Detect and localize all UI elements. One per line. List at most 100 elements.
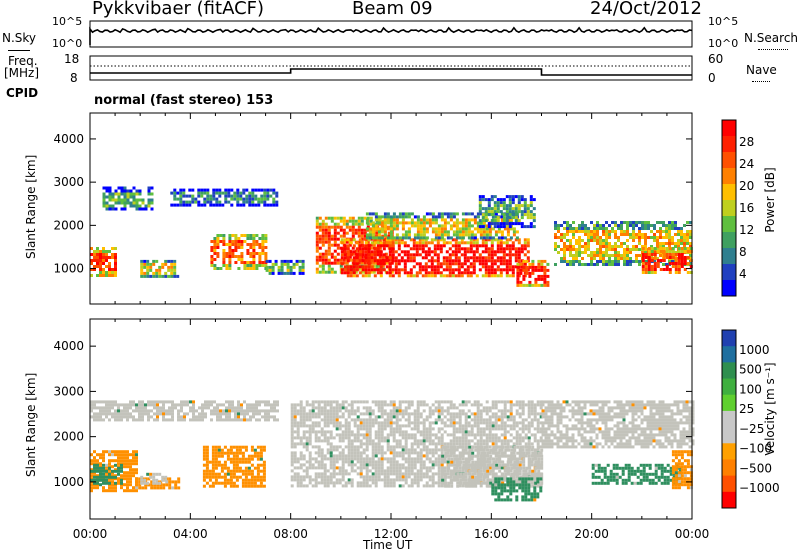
velocity-echo-band [591,463,682,485]
cpid-value: normal (fast stereo) 153 [94,93,274,108]
velocity-echo-band [202,445,266,488]
power-colorbar-tick: 24 [739,157,754,171]
nave-tick-top: 60 [708,52,724,66]
freq-tick-top: 18 [64,52,80,66]
colorbar-swatch [722,120,736,137]
power-heatmap [90,186,693,287]
nsky-label: N.Sky [2,31,37,45]
freq-label: Freq. [8,54,38,68]
velocity-echo-band [140,472,168,485]
velocity-colorbar-tick: −1000 [739,481,780,495]
velocity-colorbar-frame [721,329,737,509]
colorbar-swatch [722,200,736,217]
noise-panel-frame [89,20,693,48]
colorbar-swatch [722,330,736,347]
noise-tick-right-bottom: 10^0 [708,37,739,50]
x-tick-label: 08:00 [273,527,308,541]
y-tick-label: 4000 [53,339,84,353]
y-tick-label: 3000 [53,384,84,398]
colorbar-swatch [722,168,736,185]
nsky-legend-line [8,50,30,51]
power-echo-band [102,186,154,211]
beam-title: Beam 09 [352,0,433,19]
power-colorbar-tick: 12 [739,223,754,237]
colorbar-swatch [722,394,736,412]
power-echo-band [170,188,279,207]
velocity-echo-band [541,400,695,449]
velocity-echo-band [491,477,543,502]
y-tick-label: 2000 [53,430,84,444]
colorbar-swatch [722,136,736,153]
nave-tick-bottom: 0 [708,71,716,85]
power-colorbar-tick: 16 [739,201,754,215]
colorbar-swatch [722,378,736,396]
colorbar-swatch [722,475,736,493]
velocity-colorbar-tick: −100 [739,442,772,456]
velocity-echo-band [90,400,279,422]
power-echo-band [340,238,530,278]
velocity-colorbar-tick: 100 [739,382,762,396]
velocity-colorbar-tick: 25 [739,402,754,416]
y-tick-label: 1000 [53,262,84,276]
power-echo-band [140,259,180,278]
power-echo-band [265,259,305,275]
velocity-echo-band [90,463,123,485]
velocity-colorbar-tick: 500 [739,363,762,377]
station-title: Pykkvibaer (fitACF) [92,0,265,19]
power-colorbar-frame [721,119,737,297]
y-tick-label: 1000 [53,475,84,489]
colorbar-swatch [722,491,736,509]
x-tick-label: 16:00 [474,527,509,541]
velocity-colorbar-tick: 1000 [739,343,770,357]
velocity-echo-band [441,445,544,488]
freq-unit-label: [MHz] [4,66,40,80]
noise-tick-right-top: 10^5 [708,15,739,28]
colorbar-swatch [722,427,736,444]
x-tick-label: 20:00 [574,527,609,541]
power-colorbar-tick: 8 [739,245,747,259]
y-tick-label: 4000 [53,132,84,146]
nsearch-legend-line [758,49,788,50]
noise-tick-left-bottom: 10^0 [52,37,83,50]
colorbar-swatch [722,346,736,363]
power-echo-band [90,247,117,277]
nsky-series-line [89,26,693,45]
colorbar-swatch [722,264,736,281]
colorbar-swatch [722,248,736,265]
cpid-label: CPID [6,86,39,100]
colorbar-swatch [722,459,736,477]
power-echo-band [210,234,268,270]
x-tick-label: 00:00 [675,527,710,541]
y-tick-label: 3000 [53,175,84,189]
colorbar-swatch [722,410,736,428]
colorbar-swatch [722,280,736,297]
power-echo-band [478,195,536,229]
velocity-echo-band [671,450,693,490]
power-colorbar-tick: 20 [739,179,754,193]
y-tick-label: 2000 [53,218,84,232]
colorbar-swatch [722,232,736,249]
x-axis-title: Time UT [363,538,413,552]
nave-label: Nave [746,63,777,77]
freq-tick-bottom: 8 [70,71,78,85]
x-tick-label: 12:00 [374,527,409,541]
power-echo-band [641,247,693,274]
noise-tick-left-top: 10^5 [52,15,83,28]
colorbar-swatch [722,184,736,201]
power-colorbar-tick: 28 [739,135,754,149]
colorbar-swatch [722,443,736,460]
colorbar-swatch [722,362,736,380]
date-title: 24/Oct/2012 [590,0,702,19]
power-echo-band [554,221,692,266]
freq-series-line [90,68,692,76]
velocity-colorbar-tick: −500 [739,461,772,475]
nave-legend-line [752,81,770,82]
power-colorbar-tick: 4 [739,267,747,281]
freq-panel-frame [89,55,693,81]
power-echo-band [516,259,550,287]
velocity-colorbar: 1000 500 100 25 −25 −100 −500 −1000 [721,329,780,509]
nsearch-label: N.Search [744,31,799,45]
power-colorbar: 4 8 12 16 20 24 28 [721,119,754,297]
colorbar-swatch [722,152,736,169]
